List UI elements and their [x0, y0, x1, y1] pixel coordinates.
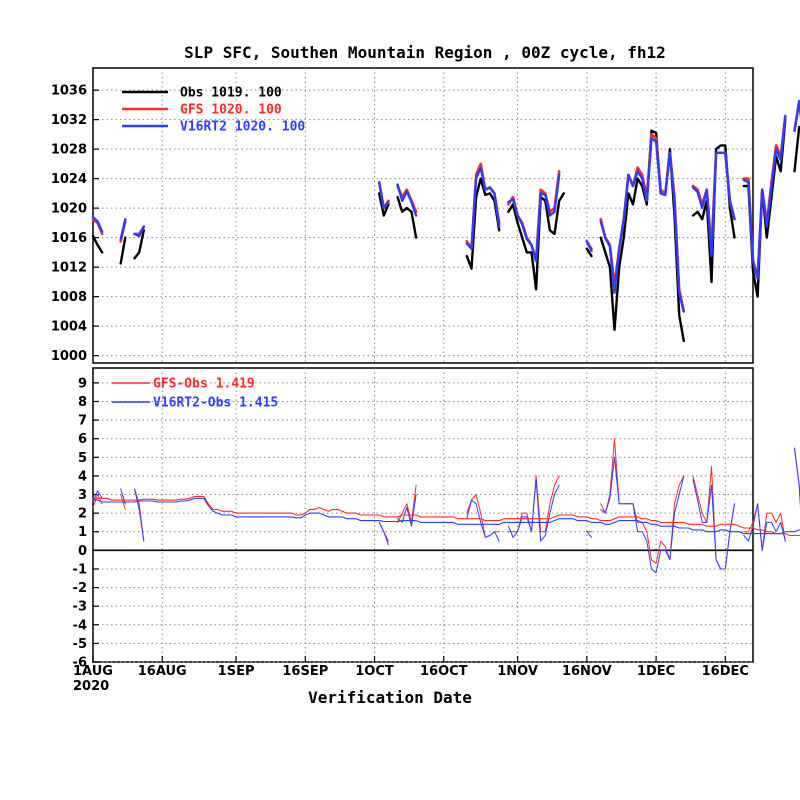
y-tick-label: 1012 — [51, 261, 87, 276]
x-tick-label: 16SEP — [282, 664, 328, 679]
y-tick-label: -1 — [73, 562, 87, 577]
legend-entry-gfs: GFS 1020. 100 — [180, 103, 282, 118]
y-tick-label: 1004 — [51, 320, 87, 335]
y-tick-label: 7 — [78, 414, 87, 429]
y-tick-label: 1000 — [51, 349, 87, 364]
y-tick-label: 4 — [78, 469, 87, 484]
x-tick-label: 16NOV — [562, 664, 612, 679]
y-tick-label: 6 — [78, 432, 87, 447]
y-tick-label: 5 — [78, 451, 87, 466]
y-tick-label: 3 — [78, 488, 87, 503]
y-tick-label: 1024 — [51, 172, 87, 187]
y-tick-label: -5 — [73, 637, 87, 652]
top-panel: 1000 1004 1008 1012 1016 1020 1024 1028 1032 1036… — [51, 67, 800, 364]
x-tick-year-label: 2020 — [73, 679, 109, 694]
series-line-obs — [91, 118, 800, 343]
x-tick-label: 1NOV — [497, 664, 538, 679]
y-tick-label: 8 — [78, 395, 87, 410]
y-tick-label: 1016 — [51, 231, 87, 246]
plot-frame — [92, 367, 754, 663]
mean-line-v16 — [92, 497, 800, 535]
legend-entry-diff-v16: V16RT2-Obs 1.415 — [153, 396, 278, 411]
x-tick-label: 1SEP — [218, 664, 255, 679]
x-tick-label: 16AUG — [138, 664, 187, 679]
y-tick-label: 1036 — [51, 84, 87, 99]
x-tick-label: 16DEC — [702, 664, 749, 679]
y-tick-label: 1020 — [51, 202, 87, 217]
chart-title: SLP SFC, Southen Mountain Region , 00Z c… — [184, 43, 666, 62]
legend-entry-v16: V16RT2 1020. 100 — [180, 120, 305, 135]
diff-line-v16 — [92, 447, 800, 574]
y-tick-label: -2 — [73, 581, 87, 596]
y-tick-label: 1 — [78, 525, 87, 540]
x-tick-label: 1AUG — [73, 664, 113, 679]
series-line-v16 — [91, 100, 800, 313]
mean-line-gfs — [92, 495, 800, 537]
legend-entry-diff-gfs: GFS-Obs 1.419 — [153, 377, 255, 392]
y-tick-label: 1032 — [51, 113, 87, 128]
bottom-panel: -6 -5 -4 -3 -2 -1 0 1 2 3 4 5 6 7 8 9 GFS-Obs 1.419 V16RT… — [73, 367, 800, 671]
y-tick-label: -3 — [73, 600, 87, 615]
diff-line-gfs — [92, 438, 800, 570]
y-tick-label: 1028 — [51, 143, 87, 158]
x-axis-label: Verification Date — [308, 688, 472, 707]
y-tick-label: 9 — [78, 376, 87, 391]
y-tick-label: 2 — [78, 507, 87, 522]
y-tick-label: -6 — [73, 656, 87, 671]
x-tick-label: 1OCT — [355, 664, 394, 679]
y-tick-label: 1008 — [51, 290, 87, 305]
plot-frame — [92, 67, 754, 364]
y-tick-label: 0 — [78, 544, 87, 559]
x-tick-label: 16OCT — [420, 664, 468, 679]
y-tick-label: -4 — [73, 618, 87, 633]
x-tick-label: 1DEC — [637, 664, 675, 679]
legend-entry-obs: Obs 1019. 100 — [180, 86, 282, 101]
